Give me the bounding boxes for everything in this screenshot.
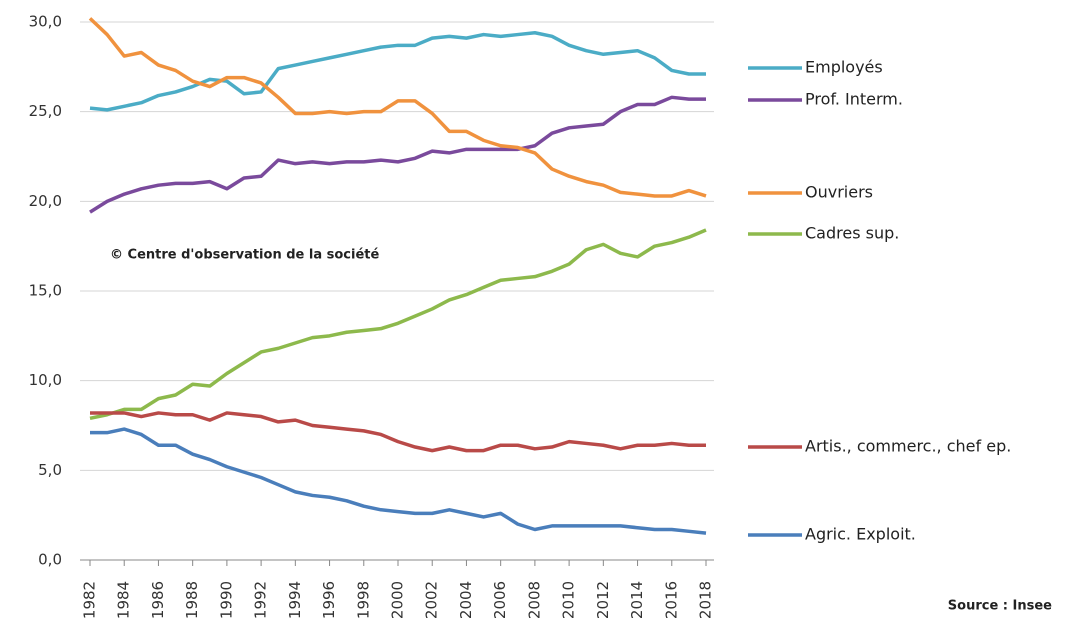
y-tick-label: 10,0 xyxy=(29,371,62,389)
series-line xyxy=(89,31,706,112)
legend-label: Artis., commerc., chef ep. xyxy=(805,437,1011,456)
x-tick-label: 2004 xyxy=(457,581,475,619)
y-tick-label: 15,0 xyxy=(29,282,62,300)
series-line xyxy=(88,17,707,198)
x-tick-label: 2000 xyxy=(389,581,407,619)
x-tick-label: 1992 xyxy=(252,581,270,619)
x-tick-label: 1996 xyxy=(320,581,338,619)
legend-label: Employés xyxy=(805,58,883,77)
series-line xyxy=(90,427,707,535)
x-tick-label: 2014 xyxy=(628,581,646,619)
series-line xyxy=(89,228,707,421)
x-tick-label: 2012 xyxy=(594,581,612,619)
y-tick-label: 0,0 xyxy=(38,551,62,569)
x-tick-label: 2002 xyxy=(423,581,441,619)
y-tick-label: 30,0 xyxy=(29,13,62,31)
legend-label: Ouvriers xyxy=(805,183,873,202)
series-line xyxy=(90,411,706,453)
x-tick-label: 2016 xyxy=(662,581,680,619)
x-tick-label: 2006 xyxy=(491,581,509,619)
legend-label: Prof. Interm. xyxy=(805,90,903,109)
legend-label: Agric. Exploit. xyxy=(805,525,916,544)
x-tick-label: 1988 xyxy=(183,581,201,619)
x-tick-label: 2010 xyxy=(560,581,578,619)
x-tick-label: 2018 xyxy=(697,581,715,619)
source: Source : Insee xyxy=(948,599,1052,614)
series-line xyxy=(89,95,706,214)
x-tick-label: 1984 xyxy=(115,581,133,619)
x-tick-label: 1998 xyxy=(354,581,372,619)
y-tick-label: 5,0 xyxy=(38,461,62,479)
x-tick-label: 1982 xyxy=(81,581,99,619)
y-tick-label: 20,0 xyxy=(29,192,62,210)
legend-label: Cadres sup. xyxy=(805,224,899,243)
x-tick-label: 1990 xyxy=(217,581,235,619)
x-tick-label: 1994 xyxy=(286,581,304,619)
y-tick-label: 25,0 xyxy=(29,102,62,120)
x-tick-label: 1986 xyxy=(149,581,167,619)
x-tick-label: 2008 xyxy=(525,581,543,619)
annotation: © Centre d'observation de la société xyxy=(110,248,379,263)
